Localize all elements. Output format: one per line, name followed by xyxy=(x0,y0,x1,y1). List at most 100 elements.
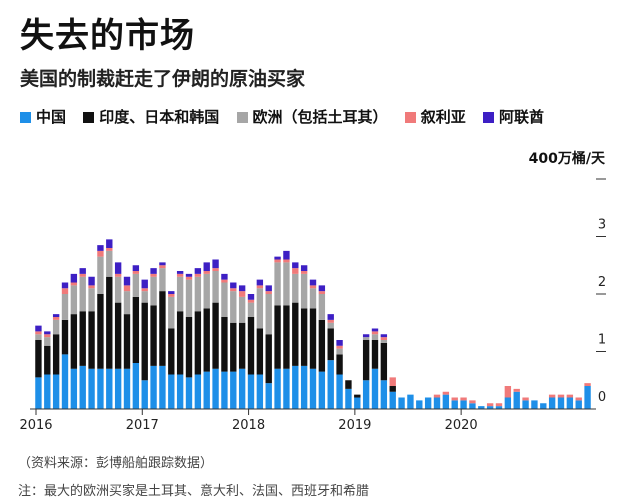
bar-segment-2-33 xyxy=(327,322,334,329)
bar-segment-0-1 xyxy=(44,374,51,409)
bar-segment-0-29 xyxy=(292,365,299,410)
bar-segment-0-61 xyxy=(575,400,582,410)
bar-segment-1-7 xyxy=(97,294,104,369)
bar-segment-1-5 xyxy=(79,311,86,366)
bar-segment-2-16 xyxy=(176,276,184,312)
bar-segment-2-12 xyxy=(141,291,148,303)
bar-segment-0-16 xyxy=(176,374,184,409)
bar-segment-0-40 xyxy=(389,391,396,409)
bar-segment-0-3 xyxy=(61,354,69,410)
legend: 中国 印度、日本和韩国 欧洲（包括土耳其） 叙利亚 阿联酋 xyxy=(20,104,620,131)
bar-segment-3-31 xyxy=(309,285,317,289)
bar-segment-0-20 xyxy=(212,368,219,409)
bar-segment-0-47 xyxy=(451,400,458,410)
bar-segment-1-1 xyxy=(44,345,51,375)
bar-segment-0-39 xyxy=(380,380,388,409)
bar-segment-3-53 xyxy=(504,386,512,398)
bar-segment-4-1 xyxy=(44,331,51,335)
bar-segment-3-9 xyxy=(114,273,122,277)
bar-segment-0-43 xyxy=(416,400,423,410)
bar-segment-0-0 xyxy=(35,377,42,410)
bar-segment-0-55 xyxy=(522,400,529,410)
bar-segment-0-19 xyxy=(203,371,210,410)
bar-segment-0-54 xyxy=(513,391,520,409)
bar-segment-2-1 xyxy=(44,337,51,346)
bar-segment-0-35 xyxy=(345,388,352,410)
bar-segment-1-38 xyxy=(371,340,379,369)
bar-segment-3-55 xyxy=(522,397,529,401)
bar-segment-3-7 xyxy=(97,250,104,257)
bar-segment-3-16 xyxy=(176,273,184,277)
bar-segment-1-23 xyxy=(238,322,246,369)
bar-segment-1-18 xyxy=(194,311,202,375)
bar-segment-2-26 xyxy=(265,294,272,335)
bar-segment-0-53 xyxy=(504,397,512,409)
bar-segment-3-22 xyxy=(230,288,237,292)
x-tick-label-3: 2019 xyxy=(338,418,371,433)
bar-segment-3-1 xyxy=(44,334,51,338)
bar-segment-4-30 xyxy=(300,265,308,271)
bar-segment-1-36 xyxy=(354,394,361,398)
bar-segment-0-28 xyxy=(283,368,290,409)
bar-segment-4-23 xyxy=(238,285,246,292)
bar-segment-0-48 xyxy=(460,400,467,410)
bar-segment-0-44 xyxy=(424,397,432,409)
legend-item-china: 中国 xyxy=(20,104,66,130)
bar-segment-1-4 xyxy=(70,314,78,369)
bar-segment-0-5 xyxy=(79,365,86,410)
bar-segment-2-32 xyxy=(318,294,326,320)
bar-segment-1-37 xyxy=(362,340,370,381)
bar-segment-1-35 xyxy=(345,380,352,389)
bar-segment-4-33 xyxy=(327,314,334,320)
bar-segment-3-34 xyxy=(336,345,343,349)
bar-segment-3-23 xyxy=(238,291,246,297)
bar-segment-3-21 xyxy=(221,279,228,283)
bar-segment-2-6 xyxy=(88,288,95,312)
bar-segment-4-19 xyxy=(203,262,210,272)
bar-segment-3-52 xyxy=(495,403,503,407)
bar-segment-4-32 xyxy=(318,285,326,292)
bar-segment-0-56 xyxy=(531,400,538,410)
bar-segment-0-62 xyxy=(584,386,591,409)
bar-segment-1-17 xyxy=(185,317,193,378)
bar-segment-2-20 xyxy=(212,271,219,303)
bar-segment-4-3 xyxy=(61,282,69,289)
bar-segment-3-20 xyxy=(212,268,219,272)
bar-segment-1-26 xyxy=(265,334,272,384)
bar-segment-0-45 xyxy=(433,397,441,409)
bar-segment-0-50 xyxy=(478,406,485,410)
bar-segment-0-57 xyxy=(540,403,547,409)
bar-segment-1-10 xyxy=(123,314,131,369)
bar-segment-3-17 xyxy=(185,276,193,280)
bar-segment-1-8 xyxy=(106,276,113,369)
bar-segment-0-49 xyxy=(469,403,476,409)
y-tick-label-2: 2 xyxy=(598,275,606,290)
bar-segment-2-29 xyxy=(292,273,299,303)
bar-segment-1-2 xyxy=(52,334,60,375)
bar-segment-2-34 xyxy=(336,348,343,355)
bar-segment-4-25 xyxy=(256,279,264,286)
bar-segment-3-11 xyxy=(132,271,140,274)
bar-segment-3-28 xyxy=(283,259,290,263)
bar-segment-2-7 xyxy=(97,256,104,295)
bar-segment-2-9 xyxy=(114,276,122,303)
bar-segment-1-24 xyxy=(247,317,255,375)
bar-segment-1-29 xyxy=(292,302,299,366)
bar-segment-4-13 xyxy=(150,268,157,274)
chart-title: 失去的市场 xyxy=(20,16,195,56)
bar-segment-2-13 xyxy=(150,276,157,306)
bar-segment-4-24 xyxy=(247,294,255,300)
bar-segment-0-12 xyxy=(141,380,148,409)
bar-segment-2-31 xyxy=(309,288,317,309)
bar-segment-3-14 xyxy=(159,265,166,269)
bar-segment-3-29 xyxy=(292,268,299,274)
chart-subtitle: 美国的制裁赶走了伊朗的原油买家 xyxy=(20,68,306,90)
bar-segment-3-4 xyxy=(70,282,78,286)
legend-label-europe: 欧洲（包括土耳其） xyxy=(252,108,388,126)
bar-segment-3-48 xyxy=(460,397,467,401)
bar-segment-3-8 xyxy=(106,248,113,251)
bar-segment-4-16 xyxy=(176,271,184,274)
bar-segment-1-20 xyxy=(212,302,219,369)
bar-segment-1-27 xyxy=(274,305,281,369)
bar-segment-0-7 xyxy=(97,368,104,409)
